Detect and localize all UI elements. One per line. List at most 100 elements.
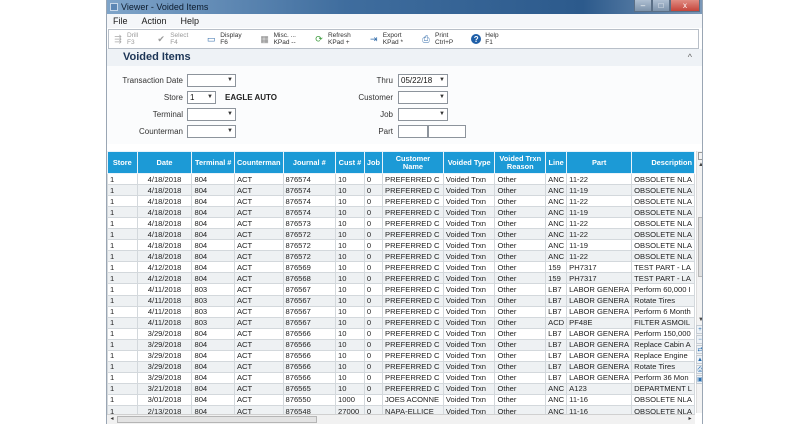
col-terminal[interactable]: Terminal # — [191, 151, 235, 174]
table-cell: 876567 — [282, 305, 337, 318]
col-line[interactable]: Line — [545, 151, 568, 174]
export-button[interactable]: ⇥ Export KPad * — [365, 32, 403, 46]
scrollbar-thumb[interactable] — [698, 217, 702, 277]
table-cell: 804 — [191, 172, 235, 186]
table-cell: Voided Trxn — [442, 283, 496, 296]
scroll-up-icon[interactable]: ▲ — [697, 161, 702, 169]
grid-icon: ▦ — [260, 33, 269, 44]
table-row[interactable]: 1 4/11/2018 803 ACT 876567 10 0 PREFERRED C Void… — [107, 316, 695, 329]
col-journal[interactable]: Journal # — [282, 151, 337, 174]
store-dropdown[interactable]: 1 ▼ — [187, 91, 216, 104]
hscroll-thumb[interactable] — [117, 416, 317, 423]
transaction-date-dropdown[interactable]: ▼ — [187, 74, 236, 87]
drill-button[interactable]: ⇶ Drill F3 — [109, 32, 138, 46]
col-cust[interactable]: Cust # — [335, 151, 365, 174]
table-row[interactable]: 1 3/29/2018 804 ACT 876566 10 0 PREFERRED C Void… — [107, 338, 695, 351]
table-cell: Voided Trxn — [442, 184, 496, 197]
scroll-left-icon[interactable]: ◂ — [110, 416, 114, 422]
table-row[interactable]: 1 4/18/2018 804 ACT 876574 10 0 PREFERRED C Void… — [107, 172, 695, 186]
table-cell: 10 — [335, 371, 365, 384]
table-row[interactable]: 1 4/11/2018 803 ACT 876567 10 0 PREFERRED C Void… — [107, 305, 695, 318]
table-cell: 10 — [335, 172, 365, 186]
customer-dropdown[interactable]: ▼ — [398, 91, 448, 104]
part-line-input[interactable] — [398, 125, 428, 138]
scroll-right-icon[interactable]: ▸ — [688, 416, 692, 422]
export-grid-icon[interactable]: ▣ — [696, 375, 703, 384]
display-button[interactable]: ▭ Display F6 — [202, 32, 242, 46]
table-row[interactable]: 1 3/01/2018 804 ACT 876550 1000 0 JOES ACONNE Vo… — [107, 393, 695, 406]
table-row[interactable]: 1 3/21/2018 804 ACT 876565 10 0 PREFERRED C Void… — [107, 382, 695, 395]
col-description[interactable]: Description — [631, 151, 695, 174]
table-cell: Rotate Tires — [631, 294, 695, 307]
counterman-dropdown[interactable]: ▼ — [187, 125, 236, 138]
print-button[interactable]: ⎙ Print Ctrl+P — [417, 32, 453, 46]
col-part[interactable]: Part — [566, 151, 633, 174]
job-dropdown[interactable]: ▼ — [398, 108, 448, 121]
table-cell: Perform 60,000 I — [631, 283, 695, 296]
swap-icon[interactable]: ⇄ — [696, 345, 703, 354]
collapse-rows-icon[interactable]: − — [696, 335, 702, 344]
col-customer-name[interactable]: Customer Name — [382, 151, 444, 174]
table-cell: Other — [494, 338, 547, 351]
terminal-dropdown[interactable]: ▼ — [187, 108, 236, 121]
table-cell: 159 — [545, 261, 568, 274]
table-row[interactable]: 1 4/18/2018 804 ACT 876572 10 0 PREFERRED C Void… — [107, 228, 695, 241]
table-row[interactable]: 1 4/18/2018 804 ACT 876574 10 0 PREFERRED C Void… — [107, 195, 695, 208]
display-label: Display — [220, 32, 242, 39]
horizontal-scrollbar[interactable]: ◂ ▸ — [107, 414, 695, 424]
select-button[interactable]: ✔ Select F4 — [152, 32, 188, 46]
table-cell: OBSOLETE NLA — [631, 228, 695, 241]
table-cell: 1 — [107, 305, 138, 318]
table-row[interactable]: 1 3/29/2018 804 ACT 876566 10 0 PREFERRED C Void… — [107, 360, 695, 373]
table-cell: 0 — [363, 360, 384, 373]
col-date[interactable]: Date — [136, 151, 193, 174]
table-row[interactable]: 1 4/18/2018 804 ACT 876573 10 0 PREFERRED C Void… — [107, 217, 695, 230]
table-cell: 804 — [191, 250, 235, 263]
expand-icon[interactable]: + — [696, 325, 702, 334]
collapse-icon[interactable]: ^ — [687, 52, 692, 62]
col-voided-type[interactable]: Voided Type — [442, 151, 496, 174]
table-row[interactable]: 1 3/29/2018 804 ACT 876566 10 0 PREFERRED C Void… — [107, 327, 695, 340]
thru-date-dropdown[interactable]: 05/22/18 ▼ — [398, 74, 448, 87]
vertical-scrollbar[interactable]: ▲ ▼ — [696, 151, 702, 413]
minimize-button[interactable]: – — [634, 0, 652, 12]
table-cell: 4/11/2018 — [136, 283, 193, 296]
table-cell: PREFERRED C — [382, 349, 444, 362]
table-row[interactable]: 1 4/11/2018 803 ACT 876567 10 0 PREFERRED C Void… — [107, 283, 695, 296]
menu-help[interactable]: Help — [180, 16, 200, 26]
table-row[interactable]: 1 4/12/2018 804 ACT 876569 10 0 PREFERRED C Void… — [107, 261, 695, 274]
chart-icon[interactable]: ▲ — [696, 355, 703, 364]
col-counterman[interactable]: Counterman — [233, 151, 284, 174]
help-button[interactable]: ? Help F1 — [467, 32, 499, 46]
col-store[interactable]: Store — [107, 151, 138, 174]
table-cell: 0 — [363, 393, 384, 406]
menu-action[interactable]: Action — [141, 16, 167, 26]
table-row[interactable]: 1 4/11/2018 803 ACT 876567 10 0 PREFERRED C Void… — [107, 294, 695, 307]
table-row[interactable]: 1 3/29/2018 804 ACT 876566 10 0 PREFERRED C Void… — [107, 371, 695, 384]
maximize-button[interactable]: □ — [652, 0, 670, 12]
scroll-down-icon[interactable]: ▼ — [697, 316, 702, 324]
part-number-input[interactable] — [428, 125, 466, 138]
refresh-button[interactable]: ⟳ Refresh KPad + — [310, 32, 351, 46]
table-cell: Voided Trxn — [442, 228, 496, 241]
close-button[interactable]: x — [670, 0, 700, 12]
print-grid-icon[interactable]: ⎙ — [696, 365, 703, 374]
table-cell: 876567 — [282, 294, 337, 307]
table-cell: PREFERRED C — [382, 382, 444, 395]
table-cell: PH7317 — [566, 261, 633, 274]
table-row[interactable]: 1 4/12/2018 804 ACT 876568 10 0 PREFERRED C Void… — [107, 272, 695, 285]
table-row[interactable]: 1 3/29/2018 804 ACT 876566 10 0 PREFERRED C Void… — [107, 349, 695, 362]
table-row[interactable]: 1 4/18/2018 804 ACT 876572 10 0 PREFERRED C Void… — [107, 239, 695, 252]
table-cell: PREFERRED C — [382, 360, 444, 373]
grid-menu-icon[interactable] — [698, 152, 702, 160]
menu-file[interactable]: File — [113, 16, 128, 26]
table-cell: 804 — [191, 338, 235, 351]
table-cell: OBSOLETE NLA — [631, 195, 695, 208]
col-job[interactable]: Job — [363, 151, 384, 174]
table-row[interactable]: 1 4/18/2018 804 ACT 876574 10 0 PREFERRED C Void… — [107, 206, 695, 219]
misc-button[interactable]: ▦ Misc. ... KPad -- — [256, 32, 296, 46]
table-cell: 1 — [107, 327, 138, 340]
table-row[interactable]: 1 4/18/2018 804 ACT 876572 10 0 PREFERRED C Void… — [107, 250, 695, 263]
table-row[interactable]: 1 4/18/2018 804 ACT 876574 10 0 PREFERRED C Void… — [107, 184, 695, 197]
col-voided-reason[interactable]: Voided Trxn Reason — [494, 151, 547, 174]
